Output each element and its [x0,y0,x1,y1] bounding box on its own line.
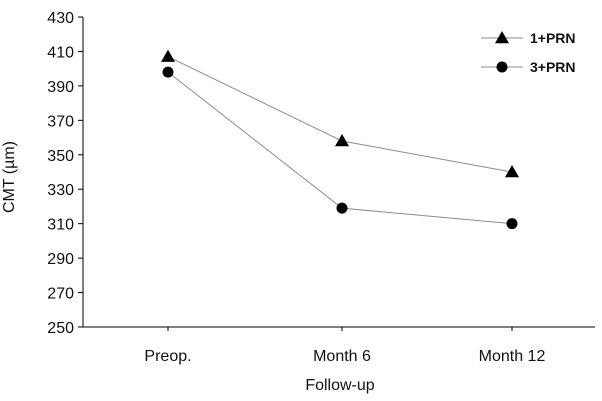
data-point [335,134,349,147]
y-tick-label: 410 [47,44,74,61]
data-point [336,202,348,214]
y-ticks: 250 270 290 310 330 350 370 390 410 430 [47,10,83,337]
x-tick-label: Month 12 [479,348,546,365]
x-ticks: Preop. Month 6 Month 12 [144,327,545,365]
series-line [167,71,513,225]
series-line [167,56,513,173]
legend: 1+PRN 3+PRN [481,30,576,75]
x-tick-label: Month 6 [313,348,371,365]
y-axis-title: CMT (µm) [1,141,18,213]
x-tick-label: Preop. [144,348,191,365]
legend-item: 3+PRN [481,59,576,75]
axes [82,17,595,328]
data-point [505,165,519,178]
legend-marker [495,31,509,44]
legend-item: 1+PRN [481,30,576,46]
y-tick-label: 390 [47,79,74,96]
series-layer [161,49,519,230]
y-tick-label: 250 [47,320,74,337]
y-tick-label: 290 [47,251,74,268]
series-1+PRN [161,49,519,178]
y-tick-label: 370 [47,113,74,130]
data-point [162,66,174,78]
data-point [506,218,518,230]
y-tick-label: 350 [47,148,74,165]
series-3+PRN [162,66,518,230]
y-tick-label: 330 [47,182,74,199]
legend-marker [496,61,508,73]
legend-label: 3+PRN [530,59,576,75]
legend-label: 1+PRN [530,30,576,46]
y-tick-label: 430 [47,10,74,27]
data-point [161,49,175,62]
x-axis-title: Follow-up [305,377,374,394]
y-tick-label: 310 [47,217,74,234]
y-tick-label: 270 [47,286,74,303]
